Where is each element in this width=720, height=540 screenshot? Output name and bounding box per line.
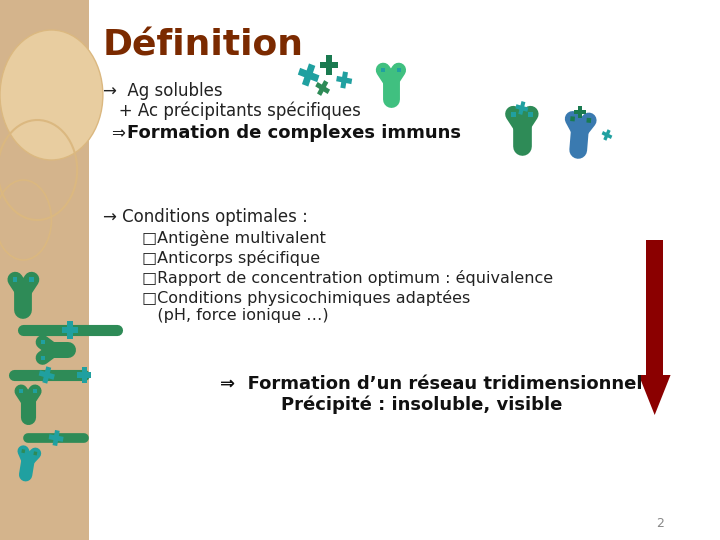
Ellipse shape bbox=[0, 30, 103, 160]
FancyBboxPatch shape bbox=[381, 68, 385, 72]
Text: □Conditions physicochimiques adaptées: □Conditions physicochimiques adaptées bbox=[142, 290, 470, 306]
FancyBboxPatch shape bbox=[42, 366, 51, 383]
FancyBboxPatch shape bbox=[570, 116, 575, 122]
FancyBboxPatch shape bbox=[528, 111, 533, 117]
Text: →  Ag solubles: → Ag solubles bbox=[103, 82, 222, 100]
FancyBboxPatch shape bbox=[320, 62, 338, 68]
FancyBboxPatch shape bbox=[574, 110, 585, 114]
Polygon shape bbox=[639, 375, 670, 415]
Text: □Rapport de concentration optimum : équivalence: □Rapport de concentration optimum : équi… bbox=[142, 270, 553, 286]
FancyBboxPatch shape bbox=[516, 104, 528, 112]
FancyBboxPatch shape bbox=[62, 327, 78, 333]
Text: Définition: Définition bbox=[103, 28, 304, 62]
FancyBboxPatch shape bbox=[53, 430, 60, 446]
FancyBboxPatch shape bbox=[315, 82, 330, 94]
Bar bbox=[0, 0, 89, 540]
Bar bbox=[647, 240, 663, 375]
Text: + Ac précipitants spécifiques: + Ac précipitants spécifiques bbox=[103, 102, 361, 120]
Text: → Conditions optimales :: → Conditions optimales : bbox=[103, 208, 307, 226]
FancyBboxPatch shape bbox=[397, 68, 401, 72]
FancyBboxPatch shape bbox=[326, 55, 332, 75]
FancyBboxPatch shape bbox=[19, 389, 23, 393]
Text: Précipité : insoluble, visible: Précipité : insoluble, visible bbox=[281, 395, 562, 414]
Text: 2: 2 bbox=[656, 517, 664, 530]
FancyBboxPatch shape bbox=[82, 367, 86, 383]
FancyBboxPatch shape bbox=[30, 277, 34, 282]
FancyBboxPatch shape bbox=[40, 356, 45, 360]
Text: □Antigène multivalent: □Antigène multivalent bbox=[142, 230, 326, 246]
FancyBboxPatch shape bbox=[302, 63, 315, 86]
FancyBboxPatch shape bbox=[336, 76, 352, 84]
FancyBboxPatch shape bbox=[602, 131, 612, 139]
FancyBboxPatch shape bbox=[77, 373, 91, 377]
FancyBboxPatch shape bbox=[511, 111, 516, 117]
FancyBboxPatch shape bbox=[33, 451, 37, 456]
Text: Formation de complexes immuns: Formation de complexes immuns bbox=[127, 124, 462, 142]
FancyBboxPatch shape bbox=[518, 101, 526, 115]
FancyBboxPatch shape bbox=[33, 389, 37, 393]
FancyBboxPatch shape bbox=[68, 321, 73, 339]
Text: □Anticorps spécifique: □Anticorps spécifique bbox=[142, 250, 320, 266]
FancyBboxPatch shape bbox=[586, 118, 591, 123]
FancyBboxPatch shape bbox=[341, 71, 348, 89]
FancyBboxPatch shape bbox=[39, 370, 55, 380]
FancyBboxPatch shape bbox=[13, 277, 17, 282]
FancyBboxPatch shape bbox=[298, 68, 320, 82]
FancyBboxPatch shape bbox=[317, 80, 328, 96]
Text: ⇒: ⇒ bbox=[112, 124, 131, 142]
Text: (pH, force ionique …): (pH, force ionique …) bbox=[142, 308, 329, 323]
Text: ⇒  Formation d’un réseau tridimensionnel: ⇒ Formation d’un réseau tridimensionnel bbox=[220, 375, 642, 393]
FancyBboxPatch shape bbox=[49, 434, 63, 442]
FancyBboxPatch shape bbox=[578, 106, 582, 118]
FancyBboxPatch shape bbox=[603, 129, 611, 141]
FancyBboxPatch shape bbox=[40, 340, 45, 345]
FancyBboxPatch shape bbox=[22, 449, 25, 453]
